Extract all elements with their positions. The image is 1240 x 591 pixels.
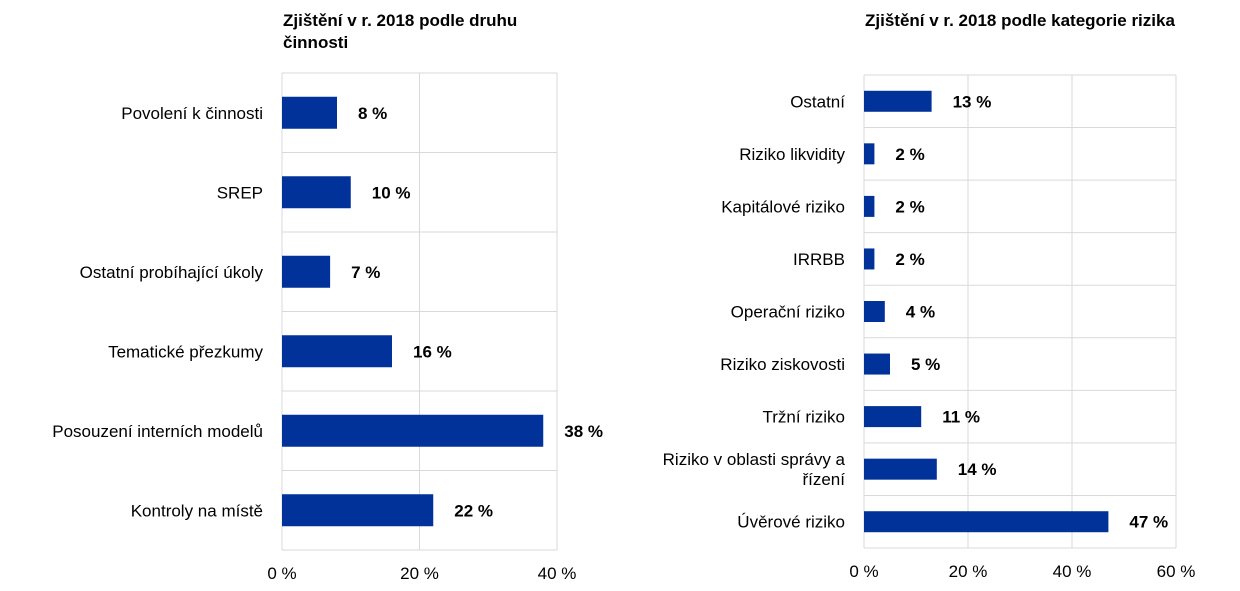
- chart-title: Zjištění v r. 2018 podle druhu činnosti: [283, 11, 518, 52]
- value-label: 7 %: [351, 263, 380, 282]
- bar: [282, 335, 392, 368]
- x-tick-label: 20 %: [400, 564, 439, 583]
- x-tick-label: 40 %: [1053, 562, 1092, 581]
- bar: [864, 458, 937, 480]
- category-label: Úvěrové riziko: [737, 513, 845, 532]
- category-label: Tržní riziko: [763, 408, 846, 427]
- bar: [282, 255, 331, 288]
- category-label: SREP: [217, 183, 263, 202]
- x-tick-label: 0 %: [849, 562, 878, 581]
- bar: [864, 511, 1109, 533]
- value-label: 14 %: [958, 460, 997, 479]
- bar: [864, 248, 875, 270]
- category-label: Posouzení interních modelů: [52, 422, 263, 441]
- bar: [282, 96, 337, 129]
- bar: [864, 90, 932, 112]
- value-label: 11 %: [942, 408, 980, 427]
- category-label: Riziko ziskovosti: [720, 355, 845, 374]
- bar: [282, 176, 351, 209]
- value-label: 38 %: [564, 422, 603, 441]
- bar: [864, 353, 890, 375]
- category-label: Operační riziko: [731, 303, 845, 322]
- value-label: 8 %: [358, 104, 387, 123]
- category-label: Povolení k činnosti: [121, 104, 263, 123]
- bar: [864, 301, 885, 322]
- bar: [282, 494, 434, 527]
- category-label: Kapitálové riziko: [721, 197, 845, 216]
- category-label: Kontroly na místě: [131, 501, 263, 520]
- value-label: 22 %: [454, 501, 493, 520]
- category-label: řízení: [802, 470, 845, 489]
- category-label: Riziko v oblasti správy a: [663, 450, 846, 469]
- bar: [864, 195, 875, 217]
- value-label: 2 %: [895, 145, 924, 164]
- chart-title: Zjištění v r. 2018 podle kategorie rizik…: [865, 11, 1175, 30]
- category-label: Ostatní probíhající úkoly: [80, 263, 264, 282]
- category-label: Ostatní: [790, 92, 845, 111]
- bar: [864, 406, 922, 428]
- value-label: 10 %: [372, 183, 411, 202]
- value-label: 2 %: [895, 197, 924, 216]
- category-label: IRRBB: [793, 250, 845, 269]
- category-label: Riziko likvidity: [739, 145, 845, 164]
- value-label: 16 %: [413, 342, 452, 361]
- value-label: 13 %: [953, 92, 992, 111]
- x-tick-label: 20 %: [949, 562, 988, 581]
- x-tick-label: 60 %: [1157, 562, 1196, 581]
- bar: [282, 414, 544, 447]
- value-label: 5 %: [911, 355, 940, 374]
- x-tick-label: 0 %: [267, 564, 296, 583]
- value-label: 2 %: [895, 250, 924, 269]
- x-tick-label: 40 %: [538, 564, 577, 583]
- bar: [864, 143, 875, 165]
- chart-activity-plot: 0 % 20 % 40 % Povolení k činnosti 8 % SREP 10 …: [52, 72, 603, 583]
- value-label: 47 %: [1129, 513, 1168, 532]
- value-label: 4 %: [906, 303, 935, 322]
- category-label: Tematické přezkumy: [108, 342, 263, 361]
